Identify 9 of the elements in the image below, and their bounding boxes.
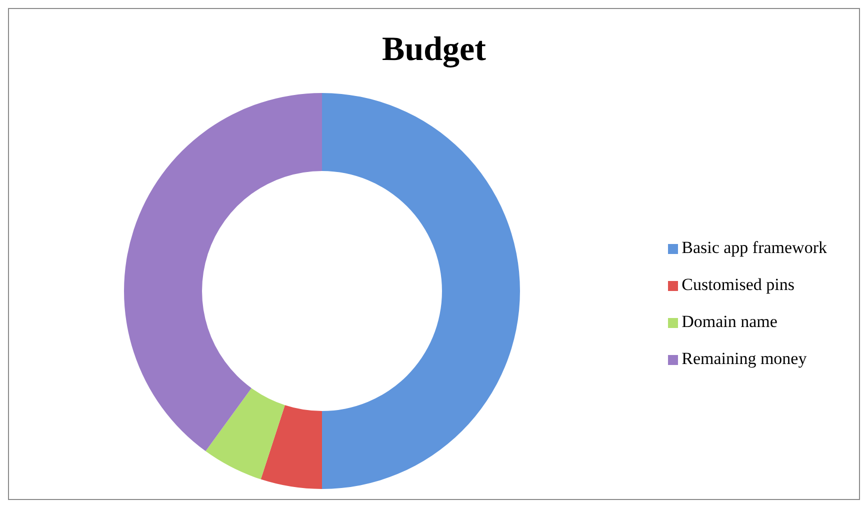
legend-label: Basic app framework bbox=[682, 238, 827, 257]
legend-label: Customised pins bbox=[682, 275, 794, 294]
donut-slice bbox=[124, 93, 322, 452]
donut-slice bbox=[260, 405, 322, 489]
chart-title: Budget bbox=[381, 31, 487, 69]
donut-slice bbox=[322, 93, 520, 489]
donut-slice bbox=[206, 388, 285, 480]
legend-label: Domain name bbox=[682, 312, 778, 331]
legend-label: Remaining money bbox=[682, 349, 807, 368]
